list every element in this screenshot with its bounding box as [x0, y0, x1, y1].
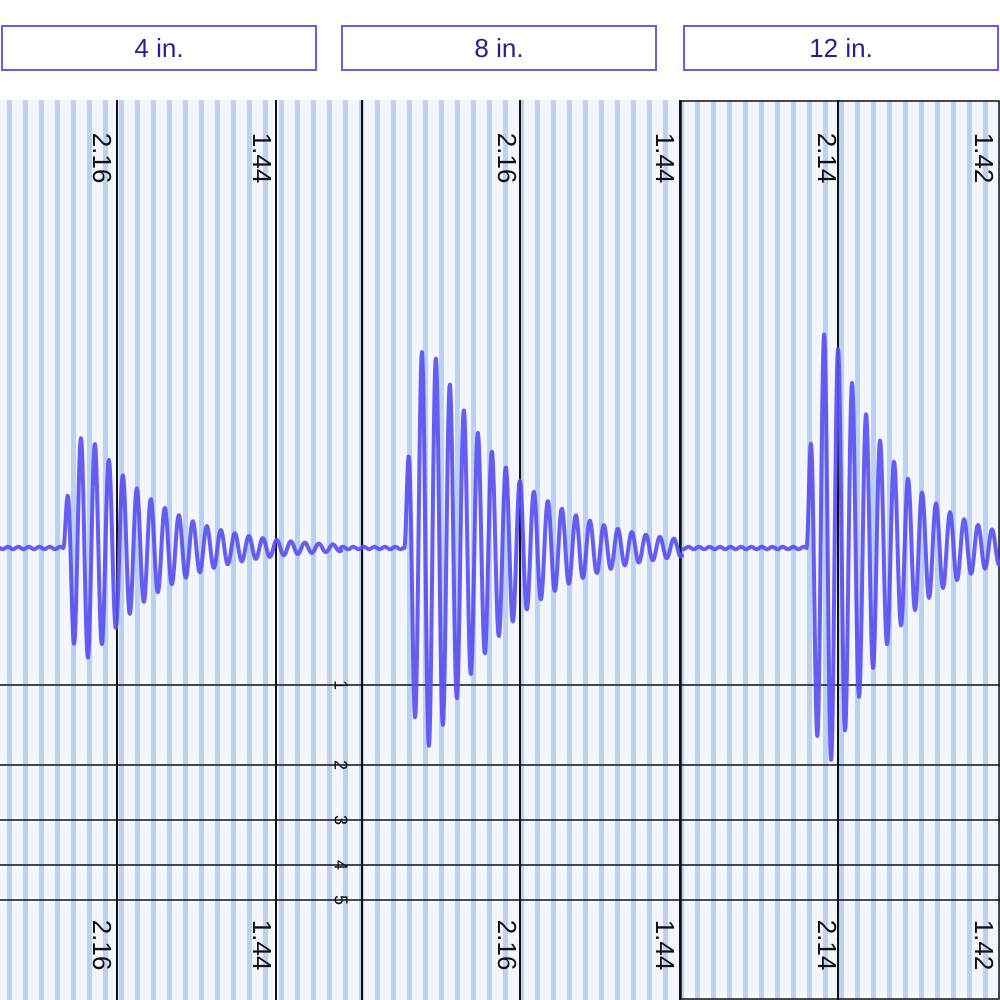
stripe-27 [439, 100, 444, 1000]
stripe-18 [295, 100, 300, 1000]
stripe-35 [567, 100, 572, 1000]
magnitude-label-5: 5 [330, 895, 350, 905]
tick-labels: 2.16 2.16 1.44 1.44 2.16 2.16 1.44 1.44 2.14 2.14… [87, 133, 999, 971]
stripe-54 [871, 100, 876, 1000]
stripe-49 [791, 100, 796, 1000]
panel-frame-12-in [680, 100, 1000, 1000]
stripe-11 [183, 100, 188, 1000]
tick-label-p2-1-bottom: 1.42 [969, 920, 999, 971]
magnitude-label-4: 4 [330, 860, 350, 870]
magnitude-label-3: 3 [330, 815, 350, 825]
trace-1 [339, 350, 684, 748]
stripe-8 [135, 100, 140, 1000]
tick-label-p1-0-top: 2.16 [492, 133, 522, 184]
tick-label-p2-0-bottom: 2.14 [812, 920, 842, 971]
tick-label-p2-0-top: 2.14 [812, 133, 842, 184]
stripe-24 [391, 100, 396, 1000]
tick-label-p0-0-bottom: 2.16 [87, 920, 117, 971]
stripe-51 [823, 100, 828, 1000]
tab-4-in[interactable]: 4 in. [1, 25, 317, 71]
tick-label-p0-0-top: 2.16 [87, 133, 117, 184]
tick-label-p2-1-top: 1.42 [969, 133, 999, 184]
stripe-50 [807, 100, 812, 1000]
time-lines [116, 100, 1000, 1000]
tab-12-in[interactable]: 12 in. [683, 25, 999, 71]
tab-8-in[interactable]: 8 in. [341, 25, 657, 71]
header-bar: 4 in. 8 in. 12 in. [0, 0, 1000, 100]
stripe-31 [503, 100, 508, 1000]
stripe-43 [695, 100, 700, 1000]
stripe-38 [615, 100, 620, 1000]
tick-label-p0-1-bottom: 1.44 [247, 920, 277, 971]
stripe-61 [983, 100, 988, 1000]
stripe-28 [455, 100, 460, 1000]
magnitude-label-1: 1 [330, 680, 350, 690]
magnitude-scale: 1 2 3 4 5 [330, 680, 350, 905]
stripe-47 [759, 100, 764, 1000]
stripe-14 [231, 100, 236, 1000]
tick-label-p1-1-bottom: 1.44 [650, 920, 680, 971]
stripe-7 [119, 100, 124, 1000]
tick-label-p1-0-bottom: 2.16 [492, 920, 522, 971]
stripe-39 [631, 100, 636, 1000]
seismogram-chart: 2.16 2.16 1.44 1.44 2.16 2.16 1.44 1.44 2.14 2.14… [0, 100, 1000, 1000]
tick-label-p0-1-top: 1.44 [247, 133, 277, 184]
magnitude-label-2: 2 [330, 760, 350, 770]
stripe-45 [727, 100, 732, 1000]
trace-0 [0, 436, 343, 660]
stripe-4 [71, 100, 76, 1000]
tick-label-p1-1-top: 1.44 [650, 133, 680, 184]
traces [0, 332, 1000, 762]
trace-2 [681, 332, 1000, 762]
stripe-57 [919, 100, 924, 1000]
stripe-58 [935, 100, 940, 1000]
stripe-15 [247, 100, 252, 1000]
stripe-0 [7, 100, 12, 1000]
